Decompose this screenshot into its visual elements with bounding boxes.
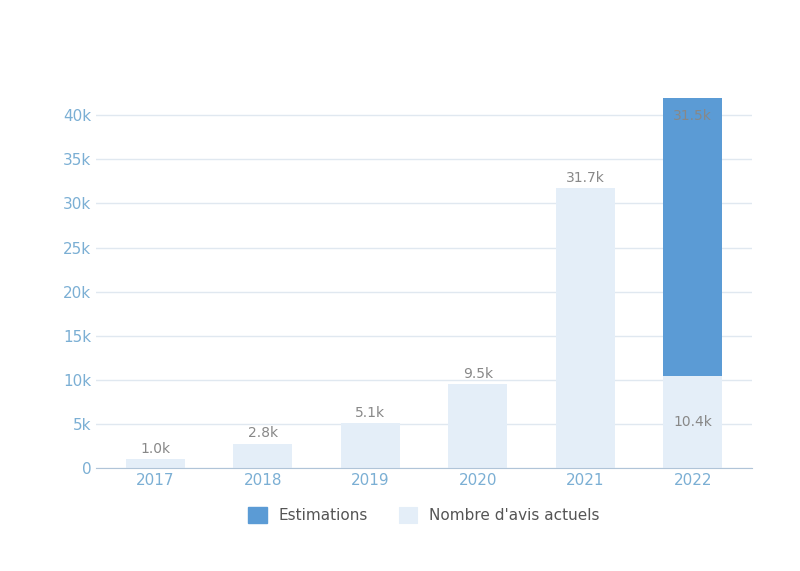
Text: 5.1k: 5.1k [355, 405, 386, 420]
Text: 9.5k: 9.5k [462, 367, 493, 381]
Bar [448, 384, 507, 468]
Bar [234, 444, 292, 468]
Bar [341, 423, 400, 468]
Text: 31.7k: 31.7k [566, 171, 605, 185]
Text: 2.8k: 2.8k [248, 426, 278, 440]
Text: 31.5k: 31.5k [673, 109, 712, 123]
Text: 1.0k: 1.0k [140, 442, 170, 456]
Bar [556, 188, 614, 468]
Text: 10.4k: 10.4k [673, 415, 712, 429]
Bar [663, 98, 722, 376]
Bar [126, 460, 185, 468]
Bar [663, 376, 722, 468]
Legend: Estimations, Nombre d'avis actuels: Estimations, Nombre d'avis actuels [241, 499, 607, 530]
